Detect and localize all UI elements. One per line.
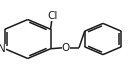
Text: O: O [62, 43, 70, 53]
Text: Cl: Cl [47, 11, 58, 21]
Text: N: N [0, 44, 6, 54]
